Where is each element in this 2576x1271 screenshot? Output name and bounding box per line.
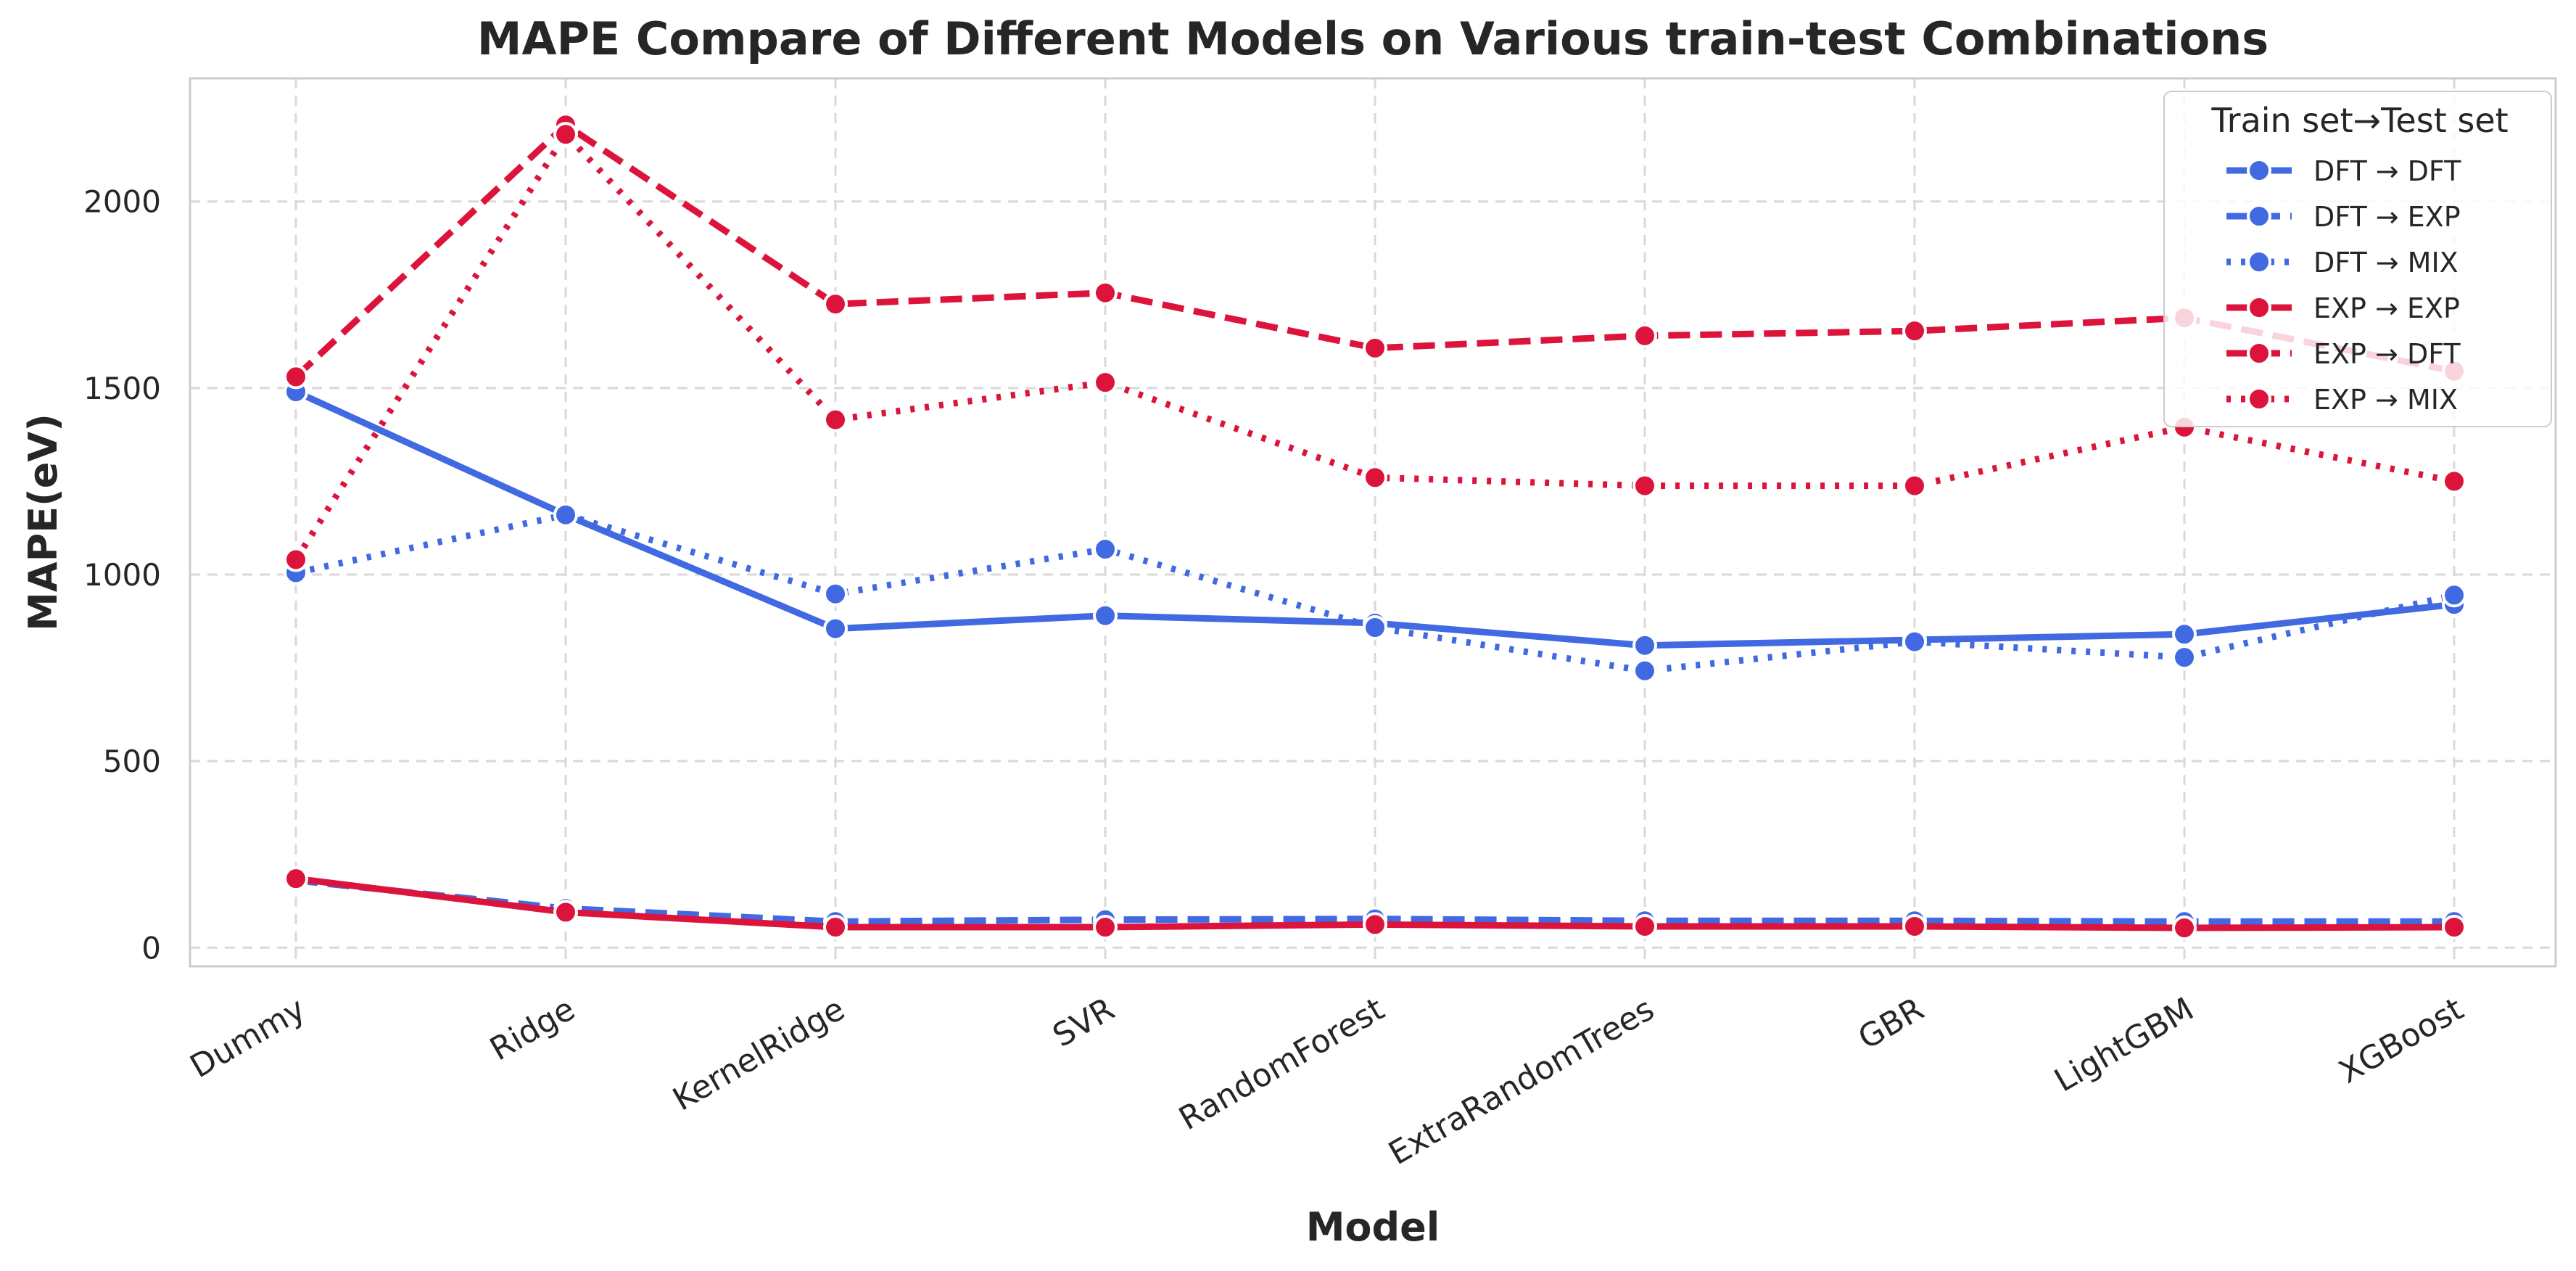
data-point — [553, 502, 578, 527]
x-axis-label: Model — [1306, 1204, 1440, 1250]
data-point — [1902, 913, 1927, 939]
legend-marker — [2247, 295, 2271, 320]
data-point — [553, 900, 578, 925]
legend-title: Train set→Test set — [2210, 101, 2508, 140]
legend-label: DFT → MIX — [2313, 247, 2459, 279]
legend-marker — [2247, 158, 2271, 183]
data-point — [1632, 633, 1657, 658]
data-point — [284, 547, 308, 572]
data-point — [1093, 915, 1118, 939]
data-point — [1363, 465, 1387, 490]
data-point — [1902, 629, 1927, 654]
data-point — [2442, 469, 2466, 494]
y-tick-labels: 0 500 1000 1500 2000 — [83, 184, 161, 966]
data-point — [284, 364, 308, 390]
series-line — [293, 121, 2455, 379]
data-point — [2442, 915, 2466, 939]
data-point — [823, 407, 848, 432]
legend-items: DFT → DFT DFT → EXP DFT → MIX EXP → EXP EXP … — [2226, 155, 2461, 416]
data-point — [1902, 318, 1927, 344]
data-point — [1093, 370, 1118, 395]
series-3 — [284, 866, 2466, 941]
legend-item: DFT → DFT — [2226, 155, 2461, 187]
legend-item: EXP → DFT — [2226, 338, 2461, 370]
data-point — [2172, 916, 2197, 941]
data-point — [1632, 473, 1657, 498]
y-tick-label: 1500 — [83, 371, 161, 406]
data-point — [823, 616, 848, 641]
legend-marker — [2247, 204, 2271, 229]
series-2 — [284, 502, 2466, 683]
data-point — [1363, 615, 1387, 641]
data-point — [1902, 473, 1927, 498]
data-point — [553, 122, 578, 147]
data-point — [2172, 622, 2197, 647]
data-point — [1093, 280, 1118, 305]
legend-marker — [2247, 341, 2271, 366]
chart-title: MAPE Compare of Different Models on Vari… — [477, 12, 2269, 65]
y-tick-label: 500 — [103, 744, 161, 779]
plot-frame — [189, 77, 2557, 968]
y-axis-label: MAPE(eV) — [20, 414, 66, 631]
legend-item: DFT → EXP — [2226, 201, 2461, 233]
grid — [190, 78, 2556, 966]
legend-item: DFT → MIX — [2226, 247, 2459, 279]
legend-label: EXP → EXP — [2313, 292, 2460, 324]
legend-marker — [2247, 250, 2271, 274]
data-point — [2442, 583, 2466, 608]
legend-item: EXP → EXP — [2226, 292, 2460, 324]
data-point — [823, 292, 848, 317]
y-tick-label: 0 — [141, 930, 161, 966]
data-point — [1632, 658, 1657, 683]
data-point — [823, 581, 848, 606]
series-line — [295, 877, 2454, 925]
legend-marker — [2247, 387, 2271, 411]
data-point — [1632, 323, 1657, 348]
data-point — [1632, 913, 1657, 939]
y-tick-label: 1000 — [83, 557, 161, 593]
data-point — [1363, 912, 1387, 937]
legend-label: DFT → DFT — [2313, 155, 2461, 187]
data-point — [2172, 645, 2197, 670]
y-tick-label: 2000 — [83, 184, 161, 220]
data-point — [1363, 335, 1387, 361]
data-point — [1093, 603, 1118, 628]
data-point — [823, 915, 848, 939]
legend-label: DFT → EXP — [2313, 201, 2461, 233]
data-point — [1093, 537, 1118, 562]
legend-label: EXP → DFT — [2313, 338, 2461, 370]
legend-item: EXP → MIX — [2226, 384, 2458, 416]
legend-label: EXP → MIX — [2313, 384, 2458, 416]
data-point — [284, 866, 308, 892]
